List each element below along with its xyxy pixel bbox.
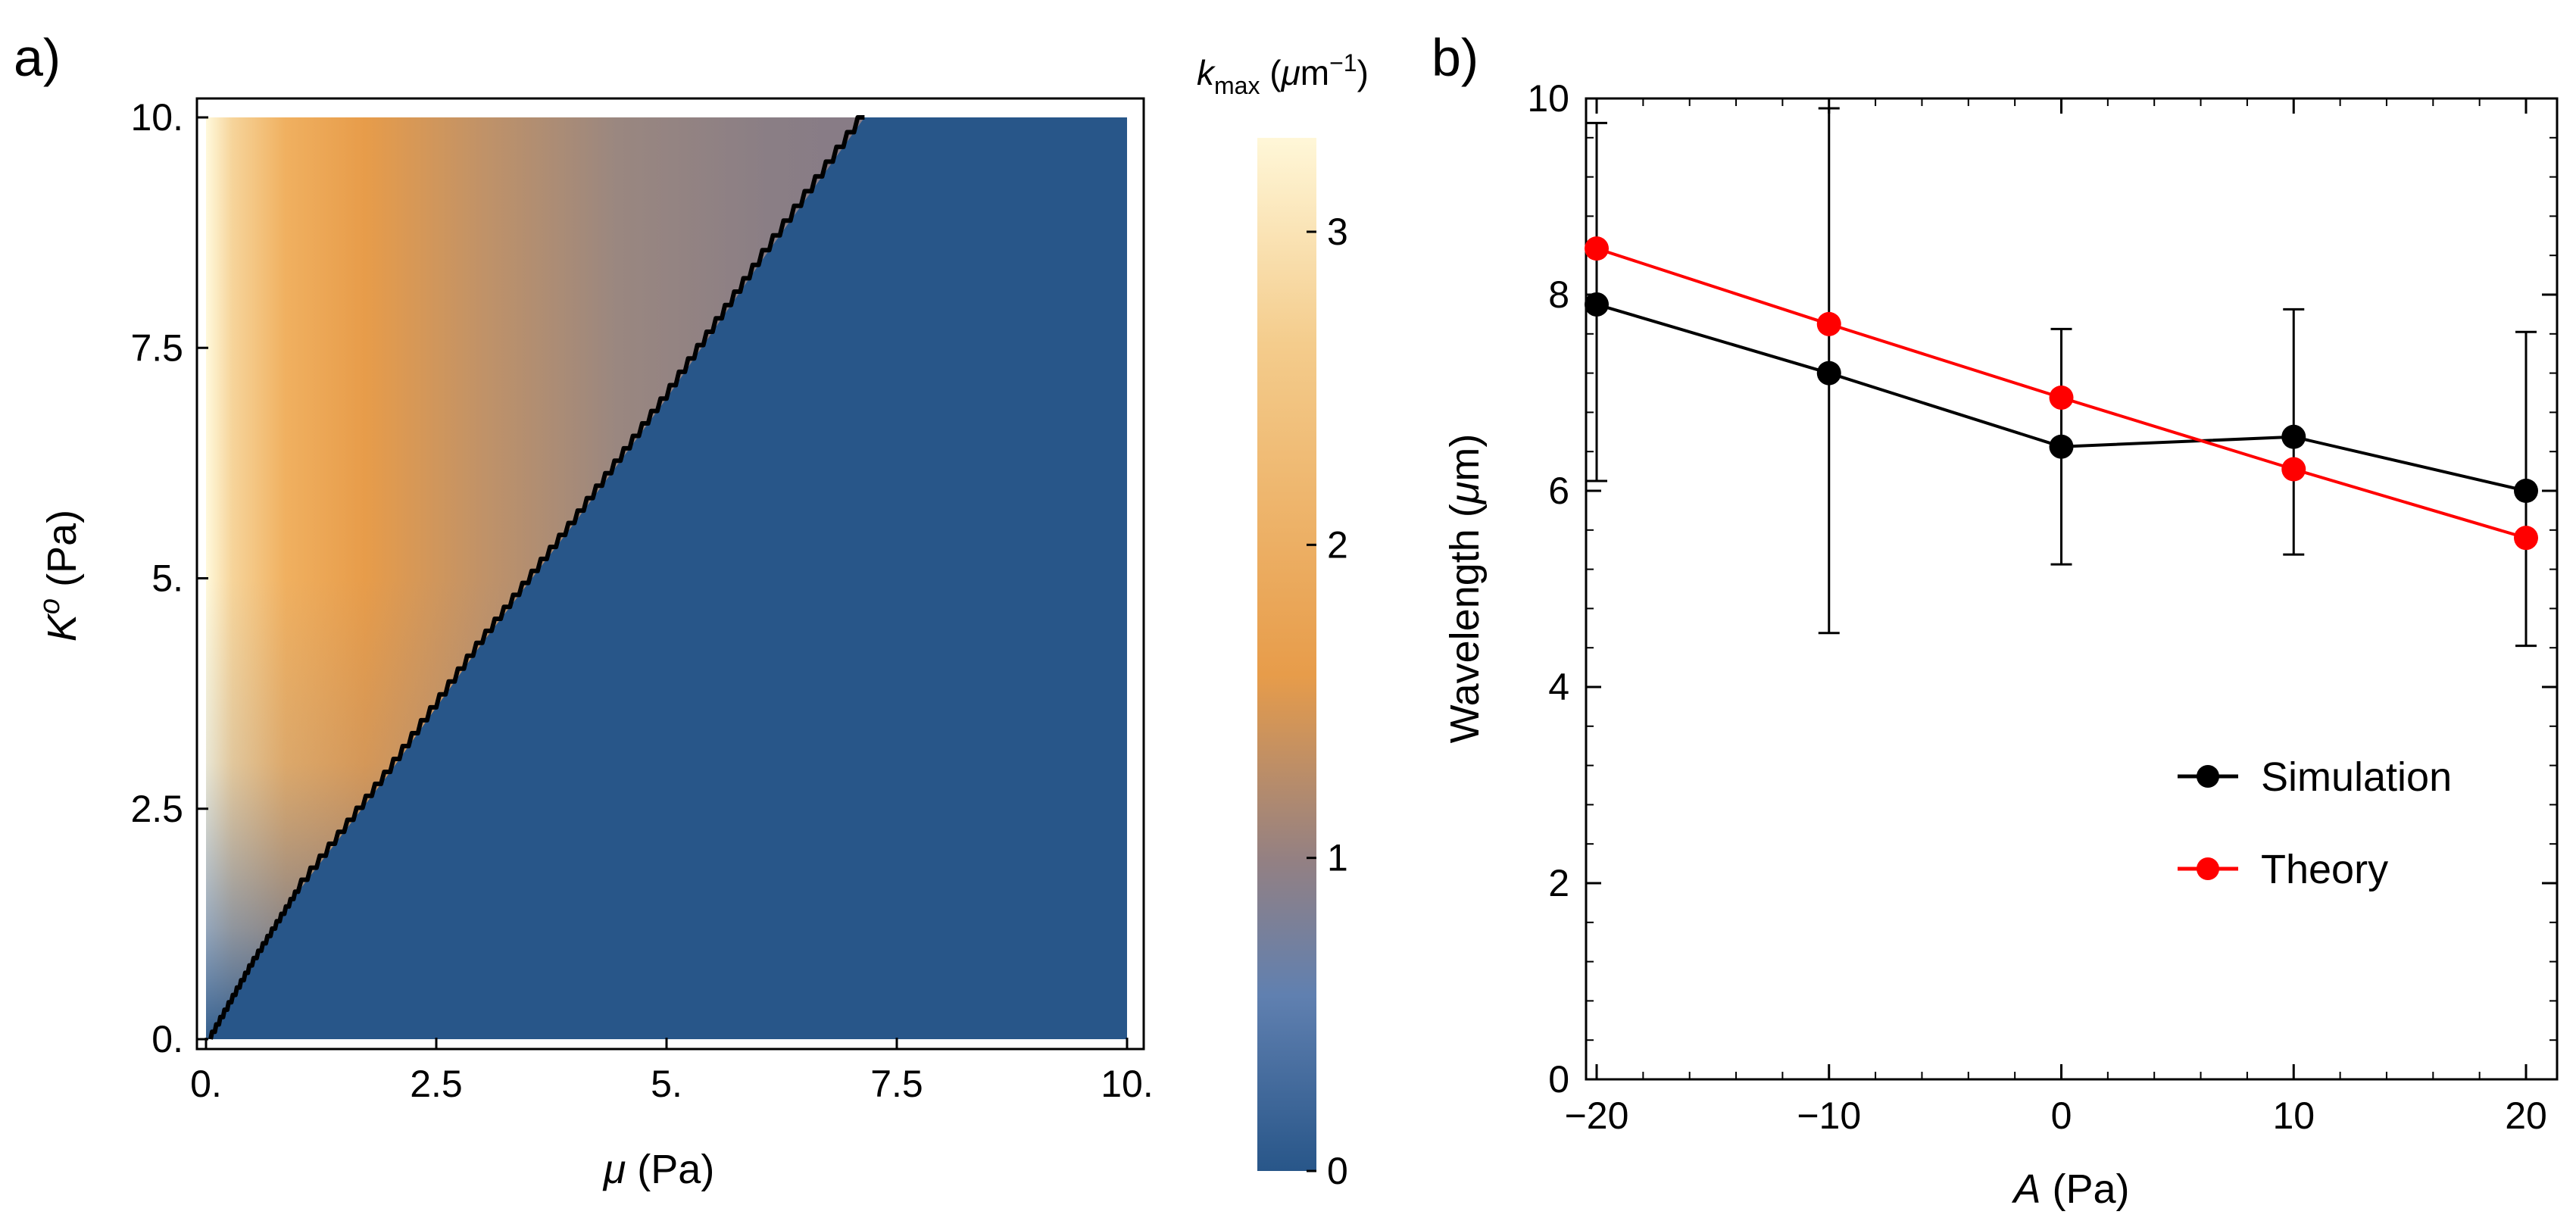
simulation-point	[2514, 479, 2538, 503]
colorbar-tick-label: 0	[1327, 1150, 1348, 1192]
legend-theory-marker	[2197, 857, 2219, 880]
legend-theory-label: Theory	[2261, 847, 2388, 892]
panel-a-label: a)	[14, 28, 61, 87]
panel-b-xtick-label: −10	[1797, 1094, 1861, 1137]
panel-b-xtick-label: −20	[1565, 1094, 1629, 1137]
panel-a-xtick-label: 2.5	[410, 1063, 463, 1105]
panel-b-xtick-label: 20	[2505, 1094, 2547, 1137]
panel-b-label: b)	[1432, 28, 1478, 87]
panel-b-ylabel: Wavelength (μm)	[1442, 434, 1488, 744]
simulation-point	[1585, 292, 1609, 317]
panel-a-ytick-label: 2.5	[130, 788, 183, 830]
theory-point	[2514, 526, 2538, 551]
theory-point	[1585, 236, 1609, 261]
legend-simulation-marker	[2197, 765, 2219, 788]
panel-a-xtick-label: 7.5	[870, 1063, 923, 1105]
legend-simulation-label: Simulation	[2261, 754, 2452, 800]
panel-a-ytick-label: 7.5	[130, 326, 183, 369]
panel-b-ytick-label: 2	[1548, 862, 1569, 904]
panel-a-xtick-label: 5.	[651, 1063, 682, 1105]
panel-b-series	[1585, 236, 2538, 551]
panel-b-xtick-label: 0	[2051, 1094, 2072, 1137]
panel-a-ylabel: Ko (Pa)	[34, 510, 85, 642]
colorbar-tick-label: 1	[1327, 837, 1348, 879]
panel-b-ytick-label: 6	[1548, 470, 1569, 512]
panel-b-ytick-label: 10	[1527, 77, 1569, 120]
panel-a-frame	[195, 97, 1145, 1051]
panel-a-ytick-label: 0.	[151, 1018, 183, 1060]
theory-point	[2281, 457, 2306, 482]
legend: Simulation Theory	[2178, 754, 2452, 892]
panel-b-frame	[1585, 97, 2559, 1081]
panel-a-xtick-label: 0.	[190, 1063, 222, 1105]
theory-point	[2049, 385, 2074, 410]
panel-b-xtick-label: 10	[2272, 1094, 2315, 1137]
panel-b-xlabel: A (Pa)	[2011, 1166, 2129, 1212]
panel-a-ytick-label: 5.	[151, 557, 183, 600]
simulation-point	[1816, 361, 1841, 386]
panel-b-ticks: −20 −10 0 10 20 0 2 4 6 8 10	[1527, 77, 2557, 1137]
stability-boundary-curve	[208, 115, 865, 1040]
panel-b-ytick-label: 8	[1548, 273, 1569, 316]
panel-a-xtick-label: 10.	[1101, 1063, 1154, 1105]
panel-a-xlabel: μ (Pa)	[602, 1147, 715, 1192]
simulation-point	[2281, 424, 2306, 449]
colorbar-gradient-bar	[1257, 138, 1316, 1171]
theory-point	[1816, 311, 1841, 336]
colorbar-tick-label: 2	[1327, 523, 1348, 566]
colorbar: 0 1 2 3 kmax (μm−1)	[1197, 49, 1369, 1192]
colorbar-label: kmax (μm−1)	[1197, 49, 1369, 99]
colorbar-ticks: 0 1 2 3	[1307, 211, 1348, 1192]
panel-a-ticks: 0. 2.5 5. 7.5 10. 0. 2.5 5. 7.5 10.	[130, 96, 1153, 1105]
colorbar-tick-label: 3	[1327, 211, 1348, 253]
panel-a: a) 0. 2.5 5. 7.5 10. 0. 2.5 5. 7.5 10. μ (Pa) Ko …	[14, 28, 1369, 1192]
panel-a-ytick-label: 10.	[130, 96, 183, 139]
panel-b-ytick-label: 4	[1548, 666, 1569, 708]
panel-b-ytick-label: 0	[1548, 1058, 1569, 1101]
simulation-point	[2049, 434, 2074, 459]
